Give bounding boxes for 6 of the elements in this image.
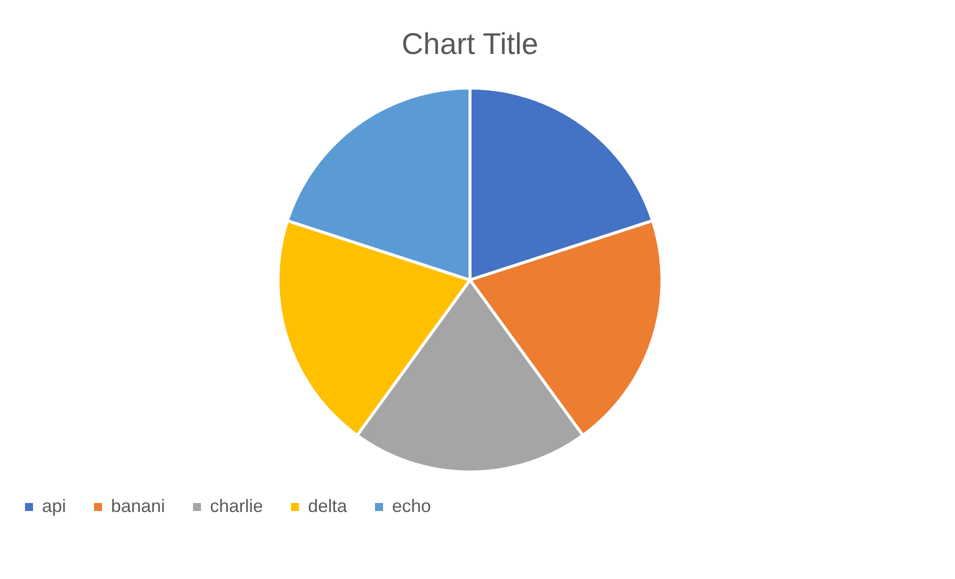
chart-title: Chart Title bbox=[402, 28, 538, 61]
legend-label: echo bbox=[392, 496, 432, 516]
legend-label: charlie bbox=[210, 496, 264, 516]
legend-label: delta bbox=[308, 496, 348, 516]
legend-label: api bbox=[42, 496, 66, 516]
legend-label: banani bbox=[111, 496, 166, 516]
